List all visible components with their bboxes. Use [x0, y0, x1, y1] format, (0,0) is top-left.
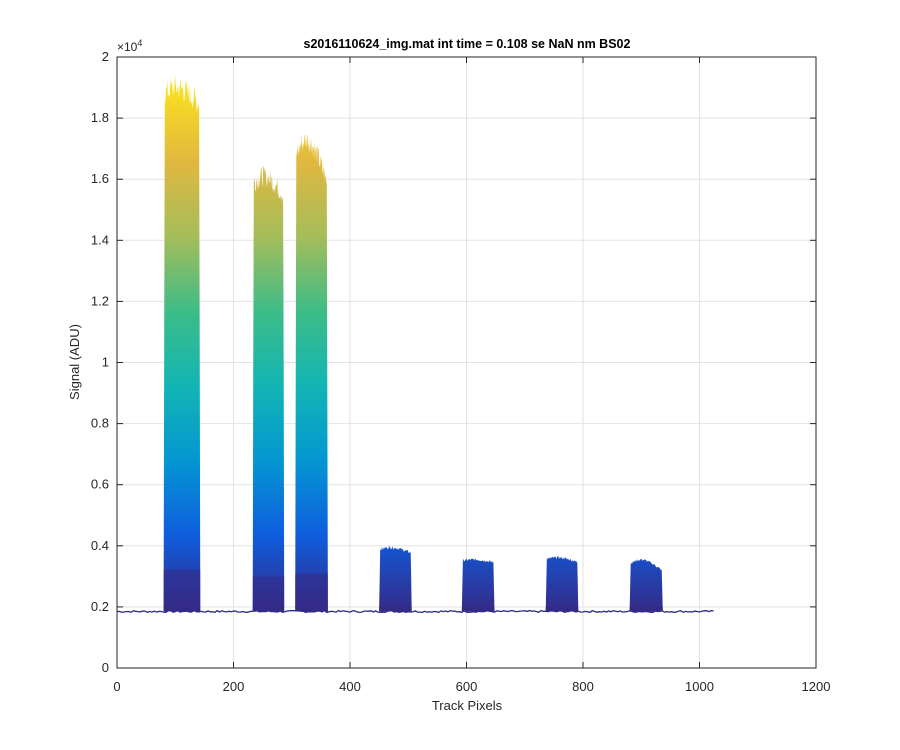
x-tick-label: 0 — [113, 679, 120, 694]
y-axis-label: Signal (ADU) — [67, 324, 82, 400]
y-tick-label: 0.2 — [91, 599, 109, 614]
signal-band-1 — [163, 75, 201, 612]
x-tick-labels: 0 200 400 600 800 1000 1200 — [113, 679, 830, 694]
y-tick-label: 0.8 — [91, 416, 109, 431]
signal-band-7 — [629, 558, 663, 612]
x-tick-label: 800 — [572, 679, 594, 694]
x-tick-label: 400 — [339, 679, 361, 694]
y-exponent-power: 4 — [137, 38, 142, 48]
y-exponent-label: ×104 — [117, 38, 142, 54]
y-exponent-base: ×10 — [117, 40, 138, 54]
series-layer — [116, 75, 714, 614]
signal-band-base-4 — [379, 606, 412, 612]
grid — [117, 57, 816, 668]
y-tick-label: 1.4 — [91, 232, 109, 247]
y-tick-label: 1.8 — [91, 110, 109, 125]
y-tick-label: 1.2 — [91, 293, 109, 308]
y-tick-label: 1 — [102, 355, 109, 370]
signal-band-base-2 — [252, 576, 285, 612]
y-tick-label: 0.4 — [91, 538, 109, 553]
signal-band-base-5 — [461, 607, 495, 612]
y-tick-label: 0.6 — [91, 477, 109, 492]
axes — [116, 56, 817, 669]
signal-band-2 — [252, 165, 285, 612]
y-tick-labels: 0 0.2 0.4 0.6 0.8 1 1.2 1.4 1.6 1.8 2 — [91, 49, 109, 675]
y-tick-label: 0 — [102, 660, 109, 675]
baseline-trace — [116, 609, 714, 614]
x-tick-label: 1000 — [685, 679, 714, 694]
signal-band-3 — [295, 133, 328, 612]
signal-band-base-1 — [163, 569, 201, 612]
x-tick-label: 1200 — [802, 679, 831, 694]
signal-band-6 — [545, 556, 579, 612]
x-tick-label: 200 — [223, 679, 245, 694]
chart-title: s2016110624_img.mat int time = 0.108 se … — [304, 37, 631, 51]
signal-band-5 — [461, 558, 495, 612]
signal-band-base-3 — [295, 573, 328, 612]
y-tick-label: 1.6 — [91, 171, 109, 186]
signal-band-base-7 — [629, 607, 663, 612]
x-axis-label: Track Pixels — [432, 698, 503, 713]
signal-band-base-6 — [545, 607, 579, 612]
y-tick-label: 2 — [102, 49, 109, 64]
signal-band-4 — [379, 545, 412, 612]
x-tick-label: 600 — [456, 679, 478, 694]
